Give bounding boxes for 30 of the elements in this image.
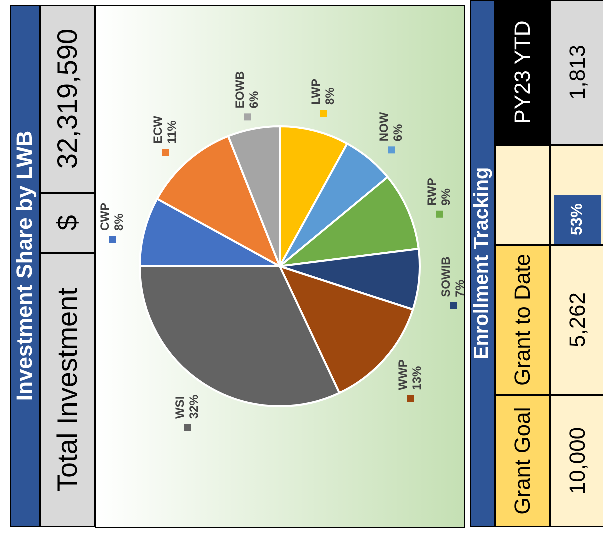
- slice-label: NOW: [376, 112, 391, 142]
- data-label: 7%: [452, 278, 467, 298]
- slice-label: CWP: [98, 203, 112, 232]
- text: $: [40, 193, 95, 253]
- slice-label: RWP: [425, 178, 440, 206]
- text: 32,319,590: [40, 5, 95, 193]
- data-label: 32%: [186, 395, 201, 420]
- text: Enrollment Tracking: [470, 0, 495, 527]
- data-label: 8%: [112, 212, 126, 232]
- slice-label: EOWB: [233, 71, 248, 109]
- text: 5,262: [550, 245, 603, 395]
- slice-label: LWP: [309, 79, 324, 106]
- slice-label: SOWIB: [438, 256, 453, 298]
- data-label: 9%: [439, 187, 454, 206]
- text: Grant Goal: [495, 395, 550, 527]
- data-label: 8%: [323, 87, 338, 106]
- slice-label: WWP: [396, 360, 410, 391]
- slice-label: ECW: [151, 116, 166, 144]
- text: 1,813: [550, 0, 603, 145]
- progress-meter: 53%: [554, 195, 602, 244]
- text: Investment Share by LWB: [10, 5, 40, 527]
- slice-label: WSI: [172, 395, 187, 420]
- data-label: 11%: [165, 120, 180, 144]
- text: PY23 YTD: [495, 0, 550, 145]
- data-label: 6%: [390, 123, 405, 142]
- text: Grant to Date: [495, 245, 550, 395]
- data-label: 13%: [410, 366, 424, 391]
- text: 10,000: [550, 395, 603, 527]
- text: Total Investment: [40, 253, 95, 527]
- data-label: 6%: [247, 90, 262, 109]
